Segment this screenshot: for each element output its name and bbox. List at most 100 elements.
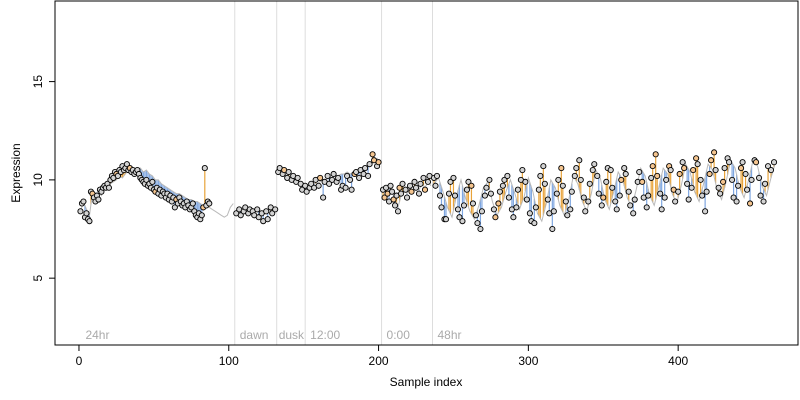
data-point bbox=[472, 212, 479, 219]
data-point bbox=[600, 194, 607, 201]
data-point bbox=[451, 192, 459, 199]
data-point bbox=[201, 165, 208, 172]
data-point bbox=[739, 159, 746, 166]
phase-label: dusk bbox=[279, 328, 305, 342]
data-point bbox=[622, 170, 629, 178]
data-point bbox=[335, 174, 342, 181]
data-point bbox=[320, 194, 327, 201]
data-point bbox=[255, 214, 262, 221]
data-point bbox=[767, 167, 775, 174]
data-point bbox=[269, 210, 276, 217]
data-point bbox=[403, 194, 411, 201]
data-point bbox=[757, 192, 764, 199]
data-point bbox=[326, 180, 333, 187]
data-point bbox=[330, 170, 337, 178]
data-point bbox=[438, 204, 445, 211]
data-point bbox=[540, 163, 547, 170]
data-point bbox=[308, 180, 315, 187]
data-point bbox=[729, 176, 736, 183]
data-point bbox=[652, 151, 659, 158]
data-point bbox=[504, 172, 511, 179]
data-point bbox=[738, 165, 745, 172]
data-point bbox=[613, 206, 620, 213]
data-point bbox=[672, 198, 679, 205]
phase-label: 24hr bbox=[85, 328, 109, 342]
data-point bbox=[114, 172, 121, 179]
data-point bbox=[394, 208, 402, 215]
data-point bbox=[684, 180, 691, 187]
data-point bbox=[711, 149, 718, 156]
data-point bbox=[80, 198, 87, 205]
data-point bbox=[481, 192, 488, 199]
x-axis: 0 100 200 300 400 bbox=[76, 344, 688, 368]
data-point bbox=[541, 180, 548, 187]
data-point bbox=[406, 182, 414, 189]
phase-label: dawn bbox=[240, 328, 269, 342]
data-point bbox=[433, 172, 441, 179]
data-point bbox=[591, 161, 598, 168]
data-point bbox=[690, 167, 697, 174]
data-point bbox=[424, 178, 432, 185]
data-point bbox=[586, 180, 593, 187]
data-point bbox=[630, 210, 637, 217]
data-point bbox=[263, 208, 270, 215]
data-point bbox=[149, 178, 156, 185]
data-point bbox=[663, 176, 670, 183]
data-point bbox=[699, 192, 706, 199]
data-point bbox=[388, 188, 396, 195]
data-point bbox=[730, 194, 737, 201]
data-point bbox=[143, 176, 150, 183]
data-point bbox=[411, 178, 418, 185]
data-point bbox=[465, 178, 472, 185]
data-point bbox=[402, 186, 409, 193]
data-point bbox=[717, 190, 724, 197]
phase-label: 0:00 bbox=[387, 328, 411, 342]
data-point bbox=[573, 165, 580, 172]
data-point bbox=[712, 167, 719, 174]
data-point bbox=[706, 170, 713, 178]
data-point bbox=[748, 176, 755, 183]
data-point bbox=[598, 202, 605, 209]
data-point bbox=[237, 212, 244, 219]
data-point bbox=[95, 196, 102, 203]
data-point bbox=[654, 172, 661, 179]
data-point bbox=[513, 204, 520, 211]
data-point bbox=[514, 186, 521, 193]
data-point bbox=[764, 163, 772, 170]
data-point bbox=[681, 165, 688, 172]
data-point bbox=[694, 161, 701, 168]
data-point bbox=[648, 174, 655, 181]
data-point bbox=[589, 167, 596, 174]
data-point bbox=[627, 202, 634, 209]
data-point bbox=[264, 216, 271, 223]
data-point bbox=[408, 188, 415, 195]
data-point bbox=[744, 186, 751, 193]
data-point bbox=[445, 190, 453, 197]
phase-boundaries bbox=[234, 1, 433, 345]
data-point bbox=[770, 159, 778, 166]
data-point bbox=[415, 190, 423, 197]
data-point bbox=[649, 163, 656, 170]
data-point bbox=[742, 170, 749, 178]
data-point bbox=[720, 178, 727, 185]
data-point bbox=[436, 192, 444, 199]
data-point bbox=[369, 151, 376, 158]
data-point bbox=[667, 167, 674, 174]
data-point bbox=[571, 172, 578, 179]
data-point bbox=[537, 172, 544, 179]
data-point bbox=[625, 188, 632, 195]
data-point bbox=[535, 186, 542, 193]
data-point bbox=[522, 178, 529, 185]
data-point bbox=[562, 198, 569, 205]
data-point bbox=[702, 208, 709, 215]
data-point bbox=[721, 165, 728, 172]
data-point bbox=[362, 165, 369, 172]
data-point bbox=[760, 198, 767, 205]
data-point bbox=[344, 172, 351, 179]
data-point bbox=[478, 208, 485, 215]
data-point bbox=[463, 186, 470, 193]
data-point bbox=[492, 214, 499, 221]
data-point bbox=[412, 184, 420, 191]
data-point bbox=[447, 178, 454, 185]
